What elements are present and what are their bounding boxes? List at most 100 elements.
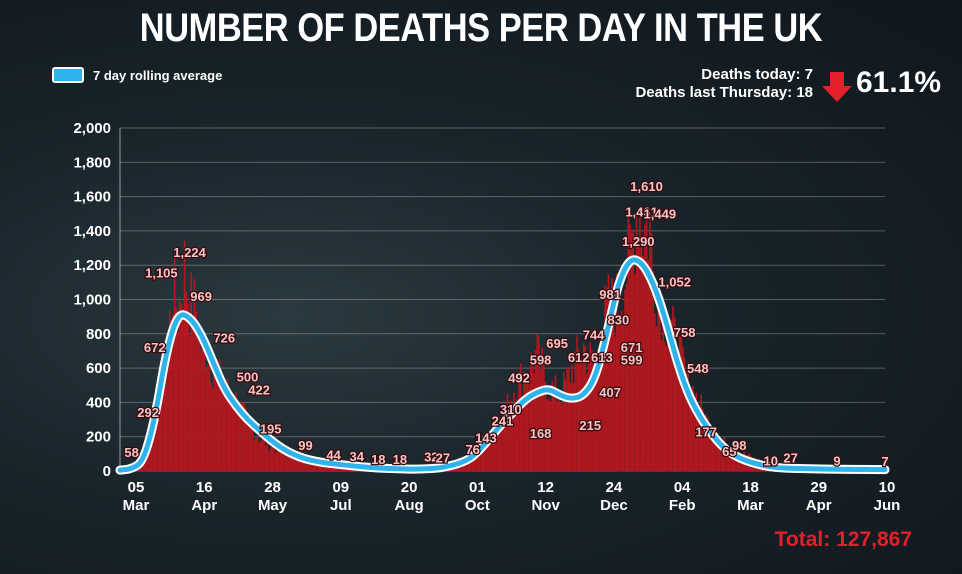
daily-bar: [296, 454, 298, 471]
data-label: 758: [674, 325, 696, 340]
daily-bar: [182, 308, 184, 471]
daily-bar: [225, 391, 227, 471]
daily-bar: [670, 319, 673, 471]
x-tick-month: May: [258, 497, 288, 514]
daily-bar: [622, 321, 625, 471]
y-tick-label: 400: [86, 394, 111, 411]
daily-bar: [317, 463, 320, 471]
daily-bar: [521, 396, 524, 471]
daily-bar: [152, 434, 154, 471]
data-label: 598: [530, 352, 552, 367]
daily-bar: [503, 415, 505, 471]
daily-bar: [721, 441, 724, 471]
daily-bar: [243, 402, 245, 471]
daily-bar: [562, 371, 565, 471]
daily-bar: [624, 289, 626, 471]
daily-bar: [604, 285, 606, 471]
daily-bar: [261, 437, 264, 471]
daily-bar: [625, 283, 628, 471]
data-label: 695: [546, 336, 568, 351]
daily-bar: [649, 219, 651, 471]
daily-bar: [327, 466, 330, 471]
data-label: 1,449: [644, 206, 677, 221]
daily-bar: [693, 409, 696, 471]
y-tick-label: 0: [103, 463, 111, 480]
daily-bar: [150, 433, 153, 471]
daily-bar: [215, 364, 217, 471]
daily-bar: [561, 404, 563, 471]
daily-bar: [682, 347, 684, 471]
daily-bar: [695, 392, 698, 471]
data-label: 65: [722, 444, 736, 459]
x-tick-month: Mar: [123, 497, 150, 514]
daily-bar: [185, 291, 188, 471]
daily-bar: [488, 438, 491, 471]
daily-bar: [218, 359, 221, 471]
daily-bar: [634, 274, 636, 471]
daily-bar: [663, 341, 666, 471]
daily-bar: [632, 229, 635, 471]
daily-bar: [627, 216, 630, 471]
daily-bar: [700, 394, 703, 471]
daily-bar: [549, 402, 552, 471]
daily-bar: [500, 430, 502, 471]
daily-bar: [526, 376, 529, 471]
daily-bar: [198, 325, 201, 471]
daily-bar: [581, 358, 583, 471]
daily-bar: [314, 462, 317, 471]
daily-bar: [548, 398, 550, 471]
data-label: 1,052: [658, 275, 691, 290]
daily-bar: [639, 216, 641, 471]
daily-bar: [248, 417, 250, 471]
y-tick-label: 1,200: [73, 257, 111, 274]
daily-bar: [647, 260, 650, 471]
daily-bar: [589, 342, 592, 471]
x-tick-month: Mar: [737, 497, 764, 514]
daily-bar: [475, 451, 477, 471]
daily-bar: [528, 379, 530, 471]
daily-bar: [253, 439, 255, 471]
daily-bar: [683, 357, 686, 471]
daily-bar: [594, 367, 597, 471]
daily-bar: [505, 408, 507, 471]
data-label: 744: [583, 327, 605, 342]
x-tick-month: Apr: [191, 497, 217, 514]
daily-bar: [726, 447, 729, 471]
data-label: 548: [687, 361, 709, 376]
daily-bar: [142, 460, 144, 471]
daily-bar: [559, 401, 562, 471]
data-label: 1,105: [145, 265, 178, 280]
daily-bar: [268, 450, 270, 471]
daily-bar: [326, 465, 328, 471]
daily-bar: [738, 455, 741, 471]
daily-bar: [551, 381, 553, 471]
daily-bar: [654, 313, 656, 471]
daily-bar: [476, 445, 479, 471]
daily-bar: [609, 309, 611, 471]
daily-bar: [672, 306, 674, 471]
daily-bar: [147, 448, 149, 471]
daily-bar: [211, 388, 214, 471]
data-label: 215: [579, 418, 601, 433]
daily-bar: [236, 414, 239, 471]
daily-bar: [546, 399, 549, 471]
daily-bar: [157, 389, 159, 471]
daily-bar: [736, 453, 739, 471]
daily-bar: [251, 427, 254, 471]
daily-bar: [466, 459, 469, 471]
daily-bar: [230, 396, 232, 471]
data-label: 241: [492, 414, 514, 429]
daily-bar: [725, 449, 727, 471]
data-label: 671: [621, 340, 643, 355]
daily-bar: [659, 298, 661, 471]
daily-bar: [606, 287, 608, 471]
daily-bar: [541, 347, 544, 471]
data-label: 599: [621, 352, 643, 367]
daily-bar: [283, 453, 285, 471]
daily-bar: [233, 407, 236, 471]
x-tick-day: 29: [810, 479, 827, 496]
daily-bar: [508, 414, 510, 471]
daily-bar: [524, 381, 527, 471]
daily-bar: [640, 248, 643, 471]
daily-bar: [322, 464, 325, 471]
